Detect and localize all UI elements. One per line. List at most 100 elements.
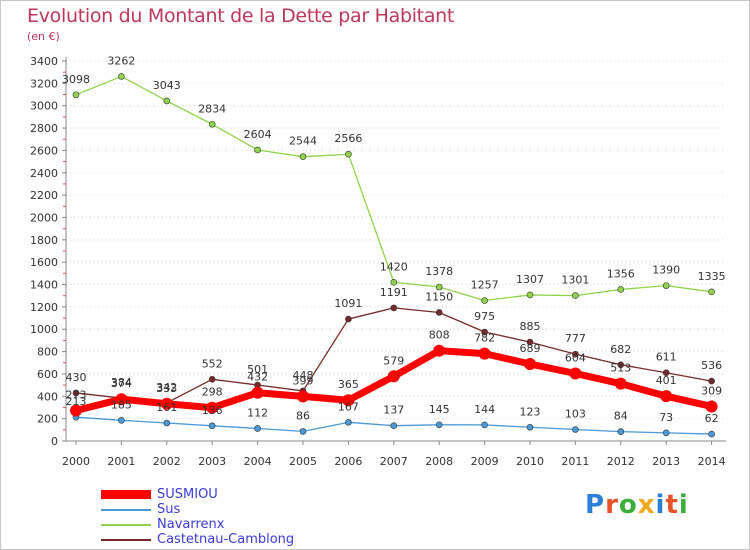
data-label-navarrenx: 2566 [334, 132, 362, 145]
data-label-navarrenx: 2604 [244, 128, 272, 141]
data-label-navarrenx: 1390 [652, 264, 680, 277]
data-label-susmiou: 365 [338, 378, 359, 391]
y-tick-label: 400 [37, 390, 58, 403]
data-point-susmiou [569, 367, 582, 380]
data-point-susmiou [524, 357, 536, 370]
data-point-navarrenx [254, 146, 261, 154]
proxiti-logo: Proxiti [585, 490, 689, 520]
data-label-sus: 73 [659, 411, 673, 424]
x-tick-label: 2009 [471, 455, 499, 468]
data-label-navarrenx: 1301 [561, 274, 589, 287]
data-label-castetnau: 501 [247, 363, 268, 376]
data-label-sus: 167 [338, 400, 359, 413]
data-point-susmiou [387, 370, 400, 383]
data-label-castetnau: 342 [156, 381, 177, 394]
data-label-castetnau: 552 [202, 357, 223, 370]
data-point-susmiou [614, 377, 627, 390]
data-label-sus: 112 [247, 406, 268, 419]
y-tick-label: 1600 [30, 256, 58, 269]
data-point-susmiou [478, 347, 491, 360]
data-label-sus: 161 [156, 401, 177, 414]
data-label-navarrenx: 1335 [698, 270, 726, 283]
logo-letter: o [618, 490, 638, 520]
data-label-castetnau: 611 [656, 351, 677, 364]
y-tick-label: 2000 [30, 211, 58, 224]
x-tick-label: 2001 [107, 455, 135, 468]
x-tick-label: 2004 [244, 455, 272, 468]
data-label-susmiou: 298 [202, 386, 223, 399]
data-point-castetnau [481, 328, 488, 336]
y-tick-label: 200 [37, 413, 58, 426]
data-label-sus: 137 [383, 404, 404, 417]
legend: SUSMIOU Sus Navarrenx Castetnau-Camblong [101, 487, 401, 547]
data-point-sus [345, 419, 352, 426]
data-point-castetnau [572, 350, 579, 358]
data-label-susmiou: 604 [565, 351, 586, 364]
data-point-castetnau [662, 369, 670, 377]
data-point-navarrenx [526, 291, 534, 299]
x-tick-label: 2008 [425, 455, 453, 468]
data-label-castetnau: 1191 [380, 286, 408, 299]
data-label-castetnau: 430 [66, 371, 87, 384]
x-tick-label: 2012 [607, 455, 635, 468]
data-label-sus: 136 [202, 404, 223, 417]
y-tick-label: 1400 [30, 279, 58, 292]
x-tick-label: 2010 [516, 455, 544, 468]
data-label-sus: 84 [614, 410, 628, 423]
data-label-sus: 213 [66, 395, 87, 408]
x-tick-label: 2002 [153, 455, 181, 468]
legend-label-sus: Sus [157, 502, 181, 517]
data-point-navarrenx [72, 91, 80, 99]
legend-item-sus: Sus [101, 502, 401, 517]
legend-label-castetnau: Castetnau-Camblong [157, 532, 295, 547]
data-point-navarrenx [299, 153, 307, 160]
logo-letter: r [605, 490, 619, 520]
data-label-susmiou: 513 [610, 362, 631, 375]
data-label-navarrenx: 1257 [471, 279, 499, 292]
data-label-navarrenx: 1307 [516, 273, 544, 286]
legend-item-castetnau: Castetnau-Camblong [101, 532, 401, 547]
data-point-susmiou [660, 390, 673, 403]
legend-label-susmiou: SUSMIOU [157, 487, 218, 502]
x-tick-label: 2006 [334, 455, 362, 468]
data-label-navarrenx: 1378 [425, 265, 453, 278]
data-label-sus: 123 [520, 405, 541, 418]
data-point-navarrenx [390, 278, 398, 286]
data-label-navarrenx: 3098 [62, 73, 90, 86]
data-point-navarrenx [118, 73, 125, 80]
data-point-susmiou [70, 404, 82, 417]
data-point-navarrenx [481, 297, 488, 304]
data-point-susmiou [160, 397, 173, 410]
legend-item-navarrenx: Navarrenx [101, 517, 401, 532]
data-point-susmiou [705, 400, 718, 413]
data-label-navarrenx: 3043 [153, 79, 181, 92]
data-label-sus: 144 [474, 403, 495, 416]
data-label-susmiou: 309 [701, 384, 722, 397]
data-point-castetnau [390, 304, 398, 312]
logo-letter: i [655, 490, 666, 520]
data-label-susmiou: 782 [474, 332, 495, 345]
y-tick-label: 3000 [30, 100, 58, 113]
data-point-sus [163, 419, 171, 427]
y-tick-label: 600 [37, 368, 58, 381]
data-point-navarrenx [163, 97, 171, 105]
data-point-navarrenx [617, 286, 625, 293]
logo-letter: i [678, 490, 689, 520]
data-point-navarrenx [572, 292, 579, 299]
data-point-navarrenx [345, 150, 352, 158]
data-point-castetnau [617, 361, 625, 369]
chart-unit: (en €) [27, 30, 60, 43]
x-tick-label: 2007 [380, 455, 408, 468]
line-chart: 0 200 400 600 800 1000 1200 1400 1600 1800 2000 220… [30, 54, 726, 468]
logo-letter: t [665, 490, 679, 520]
data-point-susmiou [297, 390, 309, 403]
data-label-castetnau: 1150 [425, 290, 453, 303]
data-point-sus [662, 429, 670, 437]
data-label-castetnau: 975 [474, 310, 495, 323]
data-point-sus [481, 421, 488, 429]
data-point-navarrenx [708, 288, 715, 296]
data-point-sus [390, 422, 398, 429]
y-tick-label: 1200 [30, 301, 58, 314]
data-label-castetnau: 777 [565, 332, 586, 345]
y-tick-label: 3400 [30, 55, 58, 68]
